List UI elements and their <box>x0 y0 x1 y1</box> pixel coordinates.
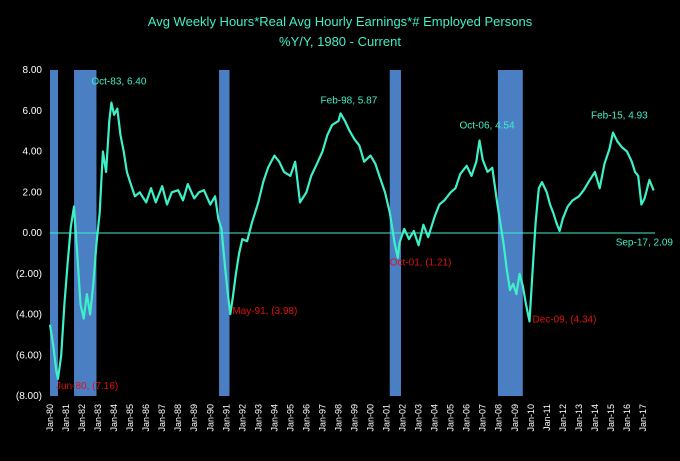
series-line <box>48 101 655 380</box>
x-tick-label: Jan-93 <box>253 404 263 432</box>
y-tick-label: 8.00 <box>23 65 43 76</box>
annotation-label: Dec-09, (4.34) <box>533 314 597 325</box>
y-tick-label: 0.00 <box>23 228 43 239</box>
x-tick-label: Jan-83 <box>93 404 103 432</box>
chart-title: Avg Weekly Hours*Real Avg Hourly Earning… <box>147 14 533 29</box>
x-tick-label: Jan-95 <box>285 404 295 432</box>
annotation-label: Oct-01, (1.21) <box>390 258 452 269</box>
x-tick-label: Jan-02 <box>398 404 408 432</box>
y-tick-label: 2.00 <box>23 187 43 198</box>
x-tick-label: Jan-97 <box>317 404 327 432</box>
x-tick-label: Jan-85 <box>125 404 135 432</box>
annotation-label: Sep-17, 2.09 <box>616 237 674 248</box>
x-tick-label: Jan-04 <box>430 404 440 432</box>
x-tick-label: Jan-11 <box>542 404 552 431</box>
x-tick-label: Jan-13 <box>574 404 584 432</box>
annotation-label: Feb-15, 4.93 <box>591 111 648 122</box>
x-tick-label: Jan-88 <box>173 404 183 432</box>
x-tick-label: Jan-06 <box>462 404 472 432</box>
x-tick-label: Jan-98 <box>333 404 343 432</box>
x-tick-label: Jan-17 <box>638 404 648 432</box>
x-tick-label: Jan-01 <box>382 404 392 432</box>
x-tick-label: Jan-91 <box>221 404 231 432</box>
y-tick-label: 4.00 <box>23 147 43 158</box>
x-tick-label: Jan-15 <box>606 404 616 432</box>
y-tick-label: (2.00) <box>16 269 42 280</box>
x-tick-label: Jan-07 <box>478 404 488 432</box>
y-tick-label: (6.00) <box>16 350 42 361</box>
x-tick-label: Jan-82 <box>77 404 87 432</box>
annotation-label: May-91, (3.98) <box>232 306 297 317</box>
x-tick-label: Jan-86 <box>141 404 151 432</box>
annotation-label: Oct-06, 4.54 <box>460 120 515 131</box>
annotation-label: Jun-80, (7.16) <box>56 381 118 392</box>
x-tick-label: Jan-84 <box>109 404 119 432</box>
x-tick-label: Jan-00 <box>366 404 376 432</box>
x-tick-label: Jan-92 <box>237 404 247 432</box>
chart-subtitle: %Y/Y, 1980 - Current <box>279 34 401 49</box>
x-tick-label: Jan-94 <box>269 404 279 432</box>
x-tick-label: Jan-96 <box>301 404 311 432</box>
x-tick-label: Jan-90 <box>205 404 215 432</box>
x-tick-label: Jan-08 <box>494 404 504 432</box>
x-tick-label: Jan-09 <box>510 404 520 432</box>
y-tick-label: 6.00 <box>23 106 43 117</box>
x-tick-label: Jan-14 <box>590 404 600 432</box>
annotation-label: Oct-83, 6.40 <box>91 77 146 88</box>
x-tick-label: Jan-16 <box>622 404 632 432</box>
x-tick-label: Jan-12 <box>558 404 568 432</box>
x-tick-label: Jan-80 <box>45 404 55 432</box>
x-tick-label: Jan-05 <box>446 404 456 432</box>
x-tick-label: Jan-81 <box>61 404 71 432</box>
x-tick-label: Jan-87 <box>157 404 167 432</box>
x-tick-label: Jan-89 <box>189 404 199 432</box>
x-tick-label: Jan-10 <box>526 404 536 432</box>
annotation-label: Feb-98, 5.87 <box>321 95 378 106</box>
y-tick-label: (8.00) <box>16 391 42 402</box>
x-tick-label: Jan-03 <box>414 404 424 432</box>
x-tick-label: Jan-99 <box>350 404 360 432</box>
y-tick-label: (4.00) <box>16 310 42 321</box>
